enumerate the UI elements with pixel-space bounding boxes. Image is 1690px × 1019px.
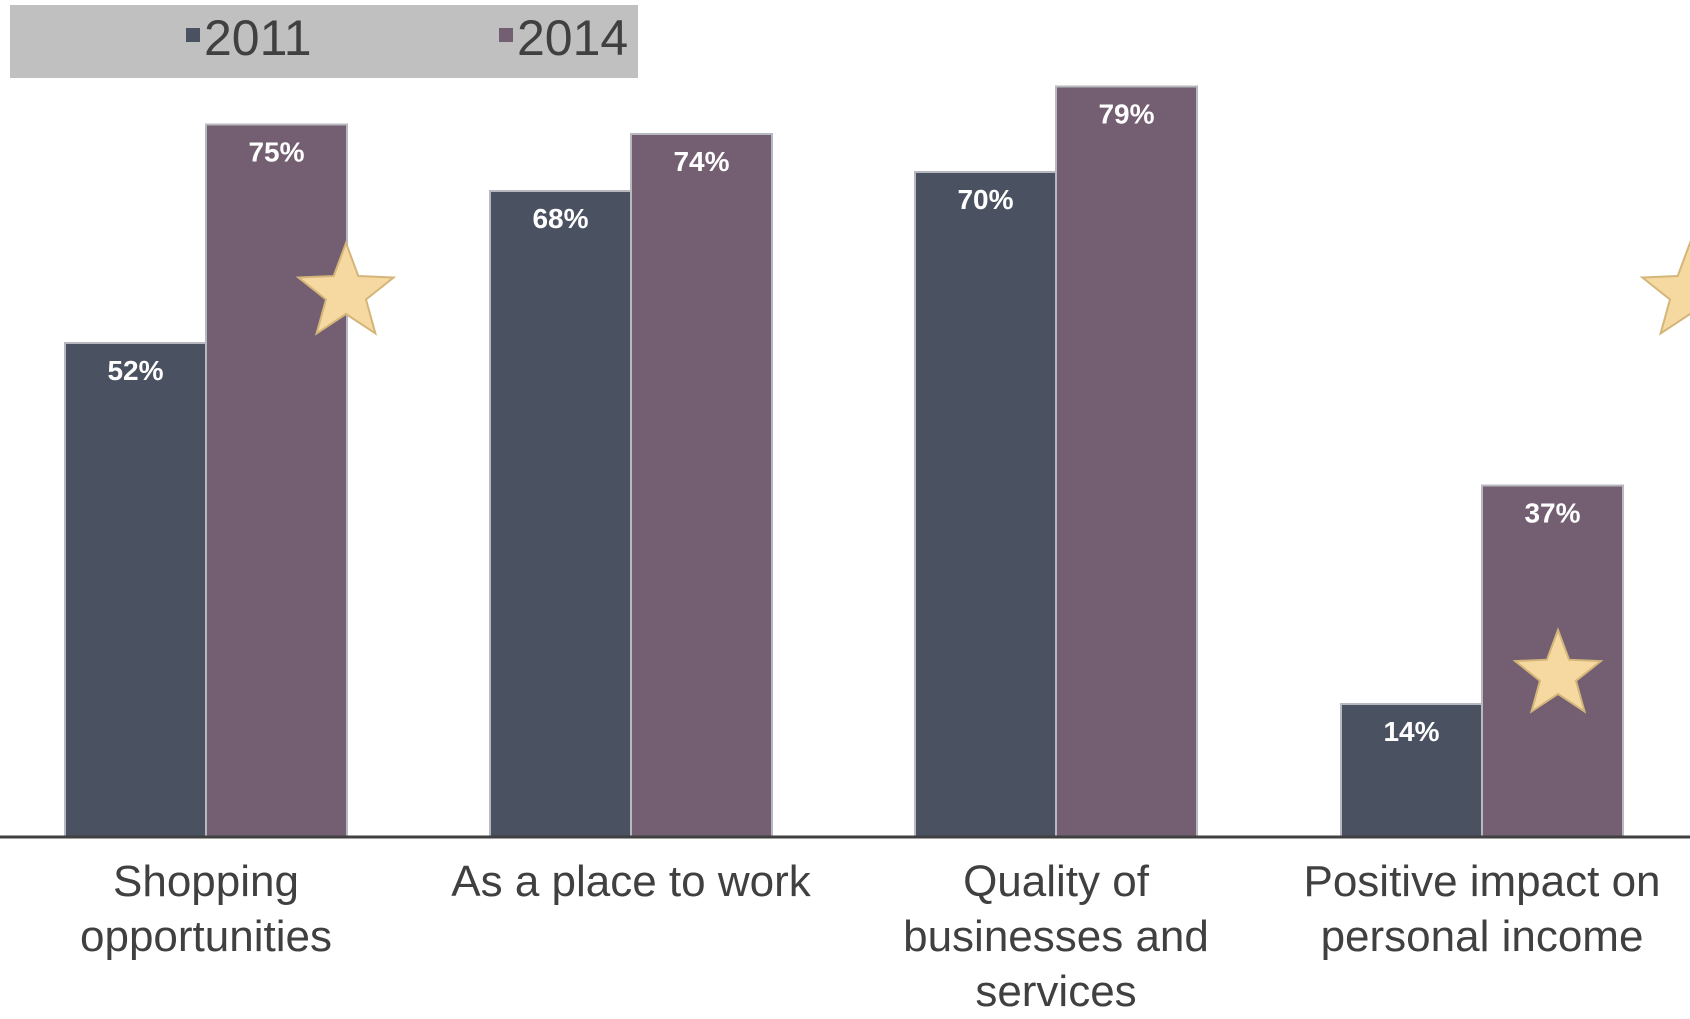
- data-label-quality-of-businesses-and-services-2014: 79%: [1098, 99, 1154, 130]
- data-label-quality-of-businesses-and-services-2011: 70%: [957, 184, 1013, 215]
- bar-quality-of-businesses-and-services-2011: [914, 171, 1057, 838]
- legend: 2011 2014: [10, 5, 638, 78]
- legend-swatch-2011: [186, 28, 200, 42]
- star-icon-partial-right-edge: [1639, 240, 1690, 336]
- category-label-shopping-opportunities-line-1: Shopping: [113, 857, 299, 906]
- legend-label-2014: 2014: [517, 10, 628, 66]
- bar-shopping-opportunities-2011: [64, 342, 207, 838]
- bar-as-a-place-to-work-2011: [489, 190, 632, 838]
- star-icon-shopping-opportunities: [295, 240, 397, 336]
- star-annotations: [295, 240, 1690, 714]
- category-label-positive-impact-on-personal-income-line-1: Positive impact on: [1303, 857, 1660, 906]
- bar-as-a-place-to-work-2014: [630, 133, 773, 838]
- data-label-as-a-place-to-work-2014: 74%: [673, 146, 729, 177]
- bars: [64, 85, 1624, 838]
- category-label-as-a-place-to-work-line-1: As a place to work: [451, 857, 811, 906]
- category-labels: Shopping opportunities As a place to work Q…: [80, 857, 1661, 1016]
- bar-positive-impact-on-personal-income-2011: [1340, 703, 1483, 838]
- bar-quality-of-businesses-and-services-2014: [1055, 85, 1198, 838]
- data-label-positive-impact-on-personal-income-2011: 14%: [1383, 716, 1439, 747]
- data-label-as-a-place-to-work-2011: 68%: [532, 203, 588, 234]
- data-label-positive-impact-on-personal-income-2014: 37%: [1524, 498, 1580, 529]
- category-label-quality-of-businesses-and-services-line-2: businesses and: [903, 912, 1209, 961]
- data-label-shopping-opportunities-2011: 52%: [107, 355, 163, 386]
- legend-background: [10, 5, 638, 78]
- category-label-positive-impact-on-personal-income-line-2: personal income: [1321, 912, 1644, 961]
- legend-label-2011: 2011: [204, 10, 312, 66]
- bar-shopping-opportunities-2014: [205, 123, 348, 838]
- legend-swatch-2014: [499, 28, 513, 42]
- category-label-quality-of-businesses-and-services-line-1: Quality of: [963, 857, 1150, 906]
- category-label-shopping-opportunities-line-2: opportunities: [80, 912, 332, 961]
- star-icon-positive-impact-on-personal-income: [1512, 627, 1604, 714]
- data-labels: 52% 75% 68% 74% 70% 79% 14% 37%: [107, 99, 1580, 748]
- data-label-shopping-opportunities-2014: 75%: [248, 137, 304, 168]
- category-label-quality-of-businesses-and-services-line-3: services: [975, 967, 1136, 1016]
